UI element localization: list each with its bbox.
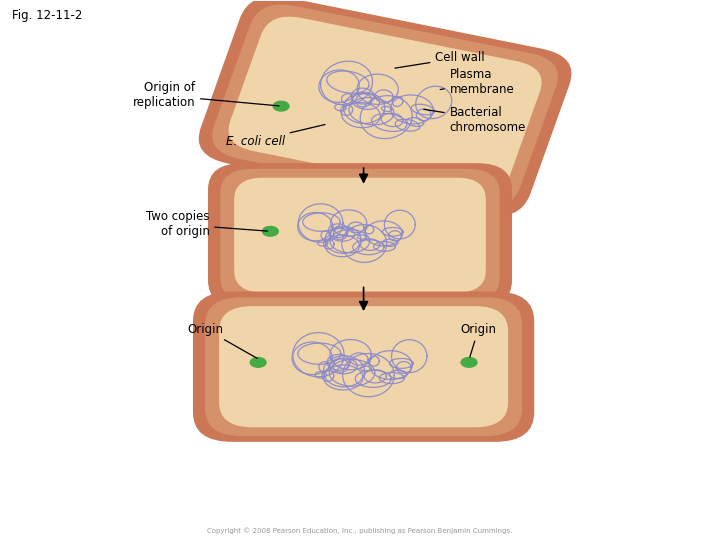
- FancyBboxPatch shape: [220, 169, 500, 301]
- Text: Origin: Origin: [188, 322, 257, 359]
- Ellipse shape: [251, 357, 266, 367]
- FancyBboxPatch shape: [193, 292, 534, 442]
- Text: Bacterial
chromosome: Bacterial chromosome: [423, 106, 526, 133]
- Text: Two copies
of origin: Two copies of origin: [146, 211, 268, 238]
- Text: E. coli cell: E. coli cell: [225, 125, 325, 147]
- FancyBboxPatch shape: [208, 163, 512, 307]
- Text: Fig. 12-11-2: Fig. 12-11-2: [12, 9, 83, 23]
- FancyBboxPatch shape: [234, 178, 486, 293]
- Text: Cell wall: Cell wall: [395, 51, 485, 68]
- FancyBboxPatch shape: [219, 306, 508, 427]
- Ellipse shape: [273, 102, 289, 111]
- Ellipse shape: [461, 357, 477, 367]
- FancyBboxPatch shape: [212, 4, 558, 208]
- Text: Origin: Origin: [460, 322, 496, 357]
- Ellipse shape: [263, 226, 278, 236]
- Text: Copyright © 2008 Pearson Education, Inc., publishing as Pearson Benjamin Cumming: Copyright © 2008 Pearson Education, Inc.…: [207, 528, 513, 534]
- FancyBboxPatch shape: [199, 0, 572, 216]
- FancyBboxPatch shape: [228, 17, 541, 195]
- Text: Plasma
membrane: Plasma membrane: [440, 68, 514, 96]
- Text: Origin of
replication: Origin of replication: [132, 82, 279, 110]
- FancyBboxPatch shape: [205, 298, 522, 436]
